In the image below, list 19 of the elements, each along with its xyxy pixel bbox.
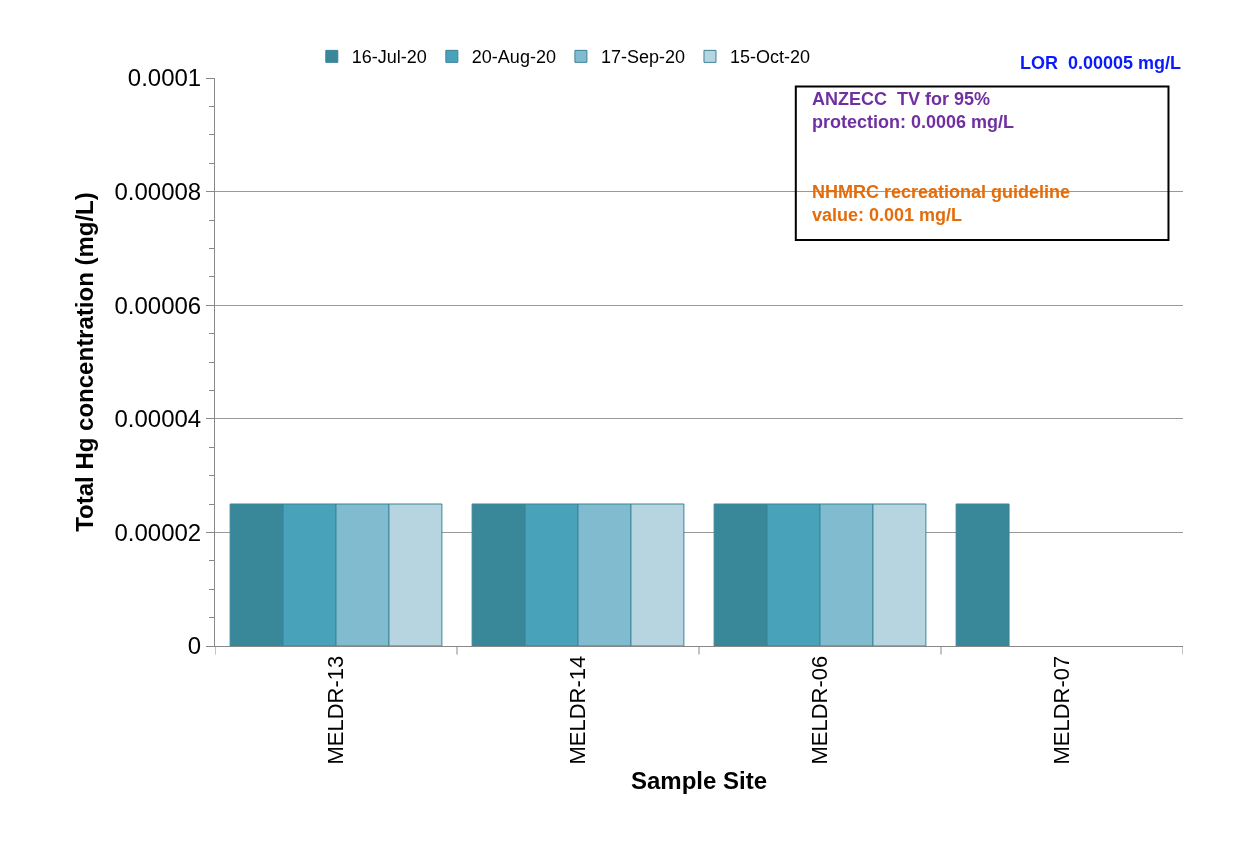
x-tick-label: MELDR-06 [807,655,833,765]
y-tick-label: 0.0001 [127,64,202,92]
x-axis-title: Sample Site [630,766,768,794]
annotation: NHMRC recreational guideline value: 0.001 mg/L [812,182,1071,226]
legend-label: 17-Sep-20 [600,47,685,68]
y-tick-label: 0 [187,632,202,660]
y-axis-title: Total Hg concentration (mg/L) [70,192,98,532]
x-tick-label: MELDR-14 [565,655,591,765]
legend-label: 16-Jul-20 [351,47,427,68]
x-tick-label: MELDR-07 [1049,655,1075,765]
x-tick-label: MELDR-13 [323,655,349,765]
y-tick-label: 0.00006 [114,291,202,319]
y-tick-label: 0.00002 [114,518,202,546]
annotation: ANZECC TV for 95% protection: 0.0006 mg/L [812,89,1015,133]
legend-label: 20-Aug-20 [471,47,556,68]
y-tick-label: 0.00008 [114,178,202,205]
y-tick-label: 0.00004 [114,405,202,433]
legend-label: 15-Oct-20 [729,47,811,68]
text: LOR 0.00005 mg/L [1020,53,1182,73]
